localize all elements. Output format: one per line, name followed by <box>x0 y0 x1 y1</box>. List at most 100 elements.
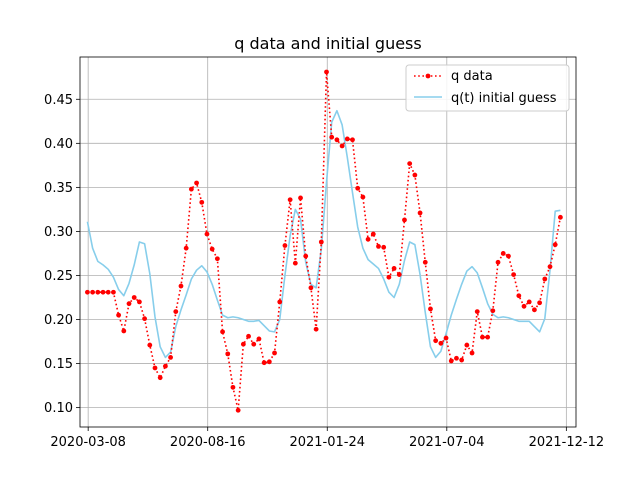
y-tick-label: 0.10 <box>44 401 73 416</box>
q-data-point <box>313 326 319 332</box>
q-data-point <box>386 274 392 280</box>
q-data-point <box>318 239 324 245</box>
q-data-point <box>448 358 454 364</box>
q-data-point <box>209 246 215 252</box>
legend-marker-q-data <box>425 73 431 79</box>
y-tick-label: 0.20 <box>44 313 73 328</box>
q-data-point <box>506 253 511 259</box>
axis-ticks: 2020-03-08 2020-08-16 2021-01-24 2021-07-04… <box>44 93 604 450</box>
q-data-point <box>329 134 335 140</box>
q-data-point <box>552 242 558 248</box>
q-data-point <box>334 137 340 143</box>
q-data-point <box>412 172 418 178</box>
legend-label-initial-guess: q(t) initial guess <box>451 91 557 106</box>
q-data-point <box>376 244 381 249</box>
q-data-point <box>500 251 506 256</box>
q-data-point <box>516 293 522 299</box>
q-data-point <box>303 253 309 259</box>
q-data-point <box>433 338 439 344</box>
q-data-point <box>147 342 153 348</box>
q-data-point <box>194 180 199 186</box>
q-data-point <box>396 272 402 277</box>
q-data-point <box>350 137 355 143</box>
y-tick-label: 0.35 <box>44 181 73 196</box>
q-data-point <box>547 264 553 270</box>
q-data-point <box>454 355 459 361</box>
q-data-point <box>261 360 267 366</box>
q-data-point <box>485 334 491 340</box>
series-layer <box>85 69 563 413</box>
chart-title: q data and initial guess <box>234 34 421 53</box>
q-data-point <box>542 276 548 282</box>
q-data-point <box>422 259 428 265</box>
q-data-point <box>199 199 205 205</box>
q-data-point <box>121 328 127 334</box>
q-data-point <box>407 161 413 166</box>
y-tick-label: 0.40 <box>44 137 73 152</box>
x-tick-label: 2021-01-24 <box>289 435 365 450</box>
q-data-point <box>360 194 366 200</box>
q-data-point <box>292 260 298 266</box>
q-data-point <box>381 244 387 250</box>
q-data-point <box>157 375 163 381</box>
q-data-point <box>240 341 246 347</box>
q-data-point <box>266 359 272 365</box>
q-data-point <box>168 355 173 360</box>
q-data-point <box>277 299 283 305</box>
q-data-point <box>246 333 251 339</box>
x-tick-label: 2021-12-12 <box>529 435 605 450</box>
q-data-point <box>511 272 517 277</box>
q-data-point <box>464 342 470 348</box>
q-data-point <box>111 289 116 295</box>
q-data-point <box>137 299 142 305</box>
initial-guess-line <box>86 109 561 359</box>
q-data-point <box>495 259 501 265</box>
q-data-point <box>480 334 485 340</box>
y-tick-label: 0.45 <box>44 93 73 108</box>
q-data-point <box>521 303 527 309</box>
plot-frame <box>79 56 577 428</box>
q-data-point <box>256 336 262 342</box>
q-data-point <box>90 289 96 295</box>
x-tick-label: 2020-08-16 <box>170 435 246 450</box>
q-data-point <box>100 289 106 295</box>
legend-box <box>405 64 570 112</box>
q-data-point <box>558 214 563 220</box>
q-data-point <box>183 245 189 251</box>
q-data-point <box>526 299 532 305</box>
q-data-point <box>188 186 194 192</box>
x-tick-label: 2020-03-08 <box>50 435 126 450</box>
q-data-point <box>355 185 361 191</box>
q-data-point <box>344 136 350 142</box>
q-data-point <box>391 266 397 271</box>
q-data-point <box>204 231 210 237</box>
x-tick-label: 2021-07-04 <box>409 435 485 450</box>
q-data-point <box>230 384 236 390</box>
q-data-point <box>298 195 303 201</box>
legend-label-q-data: q data <box>451 69 493 84</box>
q-data-point <box>235 407 241 413</box>
q-data-point <box>173 309 179 314</box>
q-data-point <box>537 300 543 306</box>
q-data-point <box>287 197 293 203</box>
q-data-point <box>474 309 480 314</box>
q-data-point <box>131 295 137 300</box>
y-tick-label: 0.15 <box>44 357 73 372</box>
q-data-point <box>272 350 277 356</box>
plot-area <box>80 57 576 427</box>
q-data-point <box>251 341 257 347</box>
q-data-point <box>152 365 158 371</box>
q-data-point <box>220 329 225 335</box>
q-data-point <box>365 236 371 242</box>
legend: q data q(t) initial guess <box>405 64 570 112</box>
q-data-point <box>459 357 465 363</box>
grid-lines <box>80 57 576 427</box>
q-data-point <box>282 243 288 248</box>
y-tick-label: 0.25 <box>44 269 73 284</box>
q-data-point <box>324 69 329 75</box>
q-data-point <box>85 289 90 295</box>
q-data-point <box>116 312 122 318</box>
q-data-point <box>417 210 423 216</box>
q-data-point <box>142 316 147 322</box>
